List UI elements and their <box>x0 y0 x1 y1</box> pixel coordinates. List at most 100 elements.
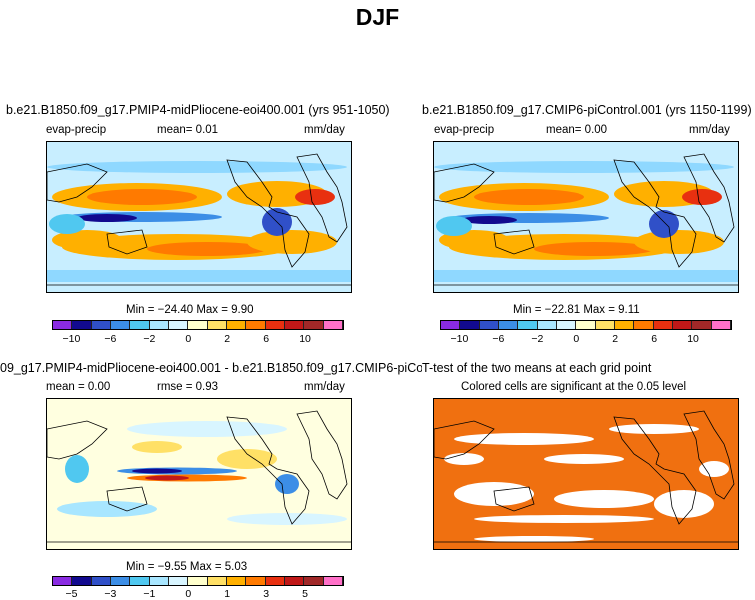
colorbar-cell <box>692 321 712 329</box>
panel2-units-label: mm/day <box>689 124 730 136</box>
colorbar-cell <box>441 321 461 329</box>
evap-core-north-pacific <box>87 189 197 205</box>
colorbar-cell <box>149 577 169 585</box>
panel4-map <box>433 398 739 550</box>
itcz-core <box>77 214 137 222</box>
panel3-units-label: mm/day <box>304 381 345 393</box>
colorbar-tick-label: −5 <box>65 588 78 600</box>
diff-positive-patch <box>217 449 277 469</box>
africa-europe-coast <box>683 153 735 243</box>
colorbar-cell <box>499 321 519 329</box>
coastlines <box>434 410 738 543</box>
colorbar-tick-label: −6 <box>492 333 505 345</box>
americas-coast <box>226 159 310 268</box>
colorbar-cell <box>285 321 305 329</box>
panel3-rmse-label: rmse = 0.93 <box>157 381 219 393</box>
colorbar-cell <box>460 321 480 329</box>
asia-coast <box>47 420 108 460</box>
diff-indian-negative <box>65 455 89 483</box>
colorbar-cell <box>265 321 285 329</box>
significant-field <box>434 399 738 549</box>
insignificant-patch <box>654 490 714 518</box>
diff-south-patch <box>57 501 157 517</box>
coastlines <box>47 410 351 543</box>
panel1-colorbar <box>52 320 344 330</box>
americas-coast <box>613 416 697 525</box>
insignificant-patch <box>454 482 534 506</box>
colorbar-tick-label: −1 <box>143 588 156 600</box>
colorbar-cell <box>323 321 343 329</box>
colorbar-tick-label: 10 <box>687 333 699 345</box>
panel2-mean-label: mean= 0.00 <box>546 124 608 136</box>
insignificant-patch <box>544 454 624 464</box>
colorbar-tick-label: 6 <box>263 333 270 345</box>
insignificant-patch <box>609 424 699 434</box>
maritime-continent-precip <box>436 216 472 236</box>
colorbar-tick-label: 6 <box>651 333 658 345</box>
colorbar-cell <box>557 321 577 329</box>
panel2-variable-label: evap-precip <box>434 124 495 136</box>
evap-core-south-pacific <box>147 242 267 256</box>
colorbar-cell <box>130 577 150 585</box>
colorbar-cell <box>304 321 324 329</box>
panel3-case-title: 09_g17.PMIP4-midPliocene-eoi400.001 - b.… <box>0 361 422 375</box>
colorbar-cell <box>711 321 731 329</box>
colorbar-cell <box>265 577 285 585</box>
colorbar-cell <box>246 321 266 329</box>
colorbar-tick-label: −2 <box>143 333 156 345</box>
panel1-units-label: mm/day <box>304 124 345 136</box>
panel1-map-svg <box>47 142 351 292</box>
northern-storm-track <box>434 161 734 173</box>
panel2-colorbar-ticks: −10 −6 −2 0 2 6 10 <box>440 333 732 347</box>
panel1-map <box>46 141 352 293</box>
diff-amazon-negative <box>275 474 299 494</box>
panel1-case-title: b.e21.B1850.f09_g17.PMIP4-midPliocene-eo… <box>6 103 390 117</box>
asia-coast <box>47 163 108 203</box>
itcz-core <box>461 216 517 224</box>
insignificant-patch <box>474 515 654 523</box>
colorbar-tick-label: −2 <box>531 333 544 345</box>
colorbar-cell <box>207 577 227 585</box>
diff-south-atlantic-patch <box>227 513 347 525</box>
colorbar-cell <box>53 577 73 585</box>
colorbar-tick-label: −10 <box>450 333 469 345</box>
colorbar-cell <box>111 577 131 585</box>
colorbar-tick-label: −6 <box>104 333 117 345</box>
diff-positive-patch-2 <box>132 441 182 453</box>
evap-core-north-atlantic <box>682 189 722 205</box>
colorbar-tick-label: 3 <box>263 588 270 600</box>
northern-storm-track <box>47 161 347 173</box>
colorbar-cell <box>169 321 189 329</box>
panel2-map-svg <box>434 142 738 292</box>
amazon-precip <box>649 210 679 238</box>
insignificant-patch <box>554 490 654 508</box>
colorbar-cell <box>227 577 247 585</box>
americas-coast <box>613 159 697 268</box>
colorbar-tick-label: 0 <box>185 588 192 600</box>
panel3-colorbar <box>52 576 344 586</box>
insignificant-cells <box>444 424 729 542</box>
colorbar-tick-label: 10 <box>299 333 311 345</box>
maritime-continent-precip <box>49 214 85 234</box>
panel3-colorbar-ticks: −5 −3 −1 0 1 3 5 <box>52 588 344 600</box>
colorbar-cell <box>576 321 596 329</box>
colorbar-cell <box>227 321 247 329</box>
insignificant-patch <box>699 461 729 477</box>
colorbar-cell <box>304 577 324 585</box>
colorbar-cell <box>615 321 635 329</box>
panel3-minmax: Min = −9.55 Max = 5.03 <box>126 561 248 573</box>
colorbar-cell <box>673 321 693 329</box>
panel1-colorbar-ticks: −10 −6 −2 0 2 6 10 <box>52 333 344 347</box>
colorbar-cell <box>188 321 208 329</box>
colorbar-cell <box>285 577 305 585</box>
evap-core-north-atlantic <box>295 189 335 205</box>
panel3-mean-label: mean = 0.00 <box>46 381 111 393</box>
diff-equatorial-positive-core <box>145 475 189 481</box>
colorbar-tick-label: 5 <box>302 588 308 600</box>
colorbar-tick-label: −10 <box>62 333 81 345</box>
diff-equatorial-negative-core <box>132 468 182 474</box>
africa-europe-coast <box>296 153 348 243</box>
colorbar-cell <box>518 321 538 329</box>
colorbar-cell <box>207 321 227 329</box>
colorbar-cell <box>149 321 169 329</box>
